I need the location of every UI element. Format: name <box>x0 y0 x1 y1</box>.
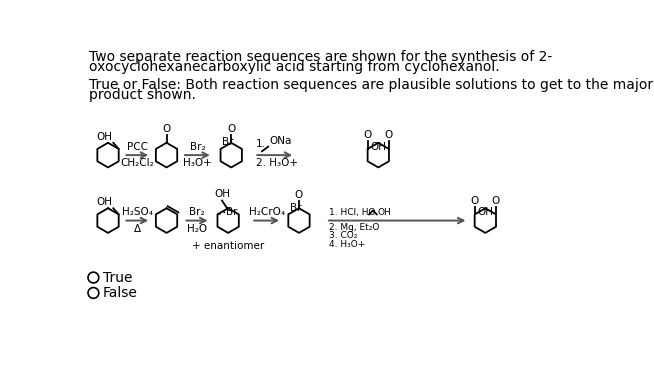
Text: Br₂: Br₂ <box>190 142 205 152</box>
Text: Two separate reaction sequences are shown for the synthesis of 2-: Two separate reaction sequences are show… <box>89 50 552 64</box>
Text: O: O <box>385 130 393 141</box>
Text: PCC: PCC <box>127 142 148 152</box>
Text: OH: OH <box>97 198 112 207</box>
Text: H₃O+: H₃O+ <box>183 158 212 168</box>
Text: True or False: Both reaction sequences are plausible solutions to get to the maj: True or False: Both reaction sequences a… <box>89 78 653 92</box>
Text: O: O <box>162 124 171 134</box>
Text: CH₂Cl₂: CH₂Cl₂ <box>120 158 154 168</box>
Text: Δ: Δ <box>133 224 141 234</box>
Text: False: False <box>103 286 137 300</box>
Text: O: O <box>364 130 371 141</box>
Text: oxocyclohexanecarboxylic acid starting from cyclohexanol.: oxocyclohexanecarboxylic acid starting f… <box>89 60 500 74</box>
Text: 1.: 1. <box>256 139 266 149</box>
Text: O: O <box>492 196 500 206</box>
Text: H₂CrO₄: H₂CrO₄ <box>249 207 284 218</box>
Text: 1. HCl, HO: 1. HCl, HO <box>329 208 375 217</box>
Text: Br: Br <box>226 207 237 217</box>
Text: OH: OH <box>477 207 494 217</box>
Text: product shown.: product shown. <box>89 88 196 102</box>
Text: H₂O: H₂O <box>187 224 207 234</box>
Text: Br: Br <box>222 137 233 147</box>
Text: Br₂: Br₂ <box>189 207 205 218</box>
Text: 4. H₃O+: 4. H₃O+ <box>329 240 366 249</box>
Text: H₂SO₄: H₂SO₄ <box>122 207 153 218</box>
Text: O: O <box>227 124 235 134</box>
Text: 3. CO₂: 3. CO₂ <box>329 231 357 240</box>
Text: 2. H₃O+: 2. H₃O+ <box>256 158 298 168</box>
Text: Br: Br <box>290 203 301 213</box>
Text: OH: OH <box>97 132 112 142</box>
Text: ONa: ONa <box>269 136 291 146</box>
Text: OH: OH <box>214 189 230 199</box>
Text: 2. Mg, Et₂O: 2. Mg, Et₂O <box>329 223 379 232</box>
Text: OH: OH <box>377 209 391 218</box>
Text: O: O <box>295 190 303 200</box>
Text: O: O <box>470 196 479 206</box>
Text: True: True <box>103 270 132 285</box>
Text: OH: OH <box>371 142 387 152</box>
Text: + enantiomer: + enantiomer <box>192 241 264 250</box>
